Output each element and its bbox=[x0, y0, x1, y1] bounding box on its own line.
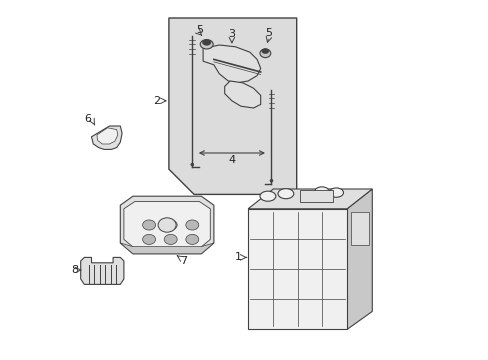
Text: 1: 1 bbox=[234, 252, 242, 262]
Polygon shape bbox=[203, 45, 260, 83]
Polygon shape bbox=[120, 196, 213, 254]
Polygon shape bbox=[247, 209, 346, 329]
Ellipse shape bbox=[314, 187, 328, 196]
FancyBboxPatch shape bbox=[300, 190, 332, 202]
Ellipse shape bbox=[164, 220, 177, 230]
Ellipse shape bbox=[261, 49, 268, 54]
Text: 5: 5 bbox=[196, 24, 203, 35]
Ellipse shape bbox=[260, 191, 275, 201]
Ellipse shape bbox=[260, 49, 270, 58]
Text: 4: 4 bbox=[228, 155, 235, 165]
Text: 6: 6 bbox=[84, 114, 91, 124]
Ellipse shape bbox=[200, 40, 213, 49]
Ellipse shape bbox=[164, 234, 177, 244]
Ellipse shape bbox=[277, 189, 293, 199]
Ellipse shape bbox=[269, 179, 272, 182]
Polygon shape bbox=[97, 128, 118, 144]
Text: 7: 7 bbox=[180, 256, 186, 266]
Text: 3: 3 bbox=[228, 29, 235, 39]
Ellipse shape bbox=[158, 218, 176, 232]
Polygon shape bbox=[224, 81, 260, 108]
Text: 5: 5 bbox=[265, 28, 272, 38]
Polygon shape bbox=[350, 212, 368, 245]
Ellipse shape bbox=[142, 234, 155, 244]
Ellipse shape bbox=[185, 234, 199, 244]
Ellipse shape bbox=[142, 220, 155, 230]
Polygon shape bbox=[123, 202, 210, 248]
Polygon shape bbox=[346, 189, 371, 329]
Polygon shape bbox=[81, 257, 123, 284]
Polygon shape bbox=[168, 18, 296, 194]
Ellipse shape bbox=[190, 163, 193, 166]
Ellipse shape bbox=[185, 220, 199, 230]
Polygon shape bbox=[120, 243, 213, 254]
Ellipse shape bbox=[328, 188, 343, 197]
Text: 2: 2 bbox=[152, 96, 160, 106]
Polygon shape bbox=[91, 126, 122, 149]
Text: 8: 8 bbox=[72, 265, 79, 275]
Ellipse shape bbox=[202, 40, 211, 45]
Polygon shape bbox=[247, 189, 371, 209]
